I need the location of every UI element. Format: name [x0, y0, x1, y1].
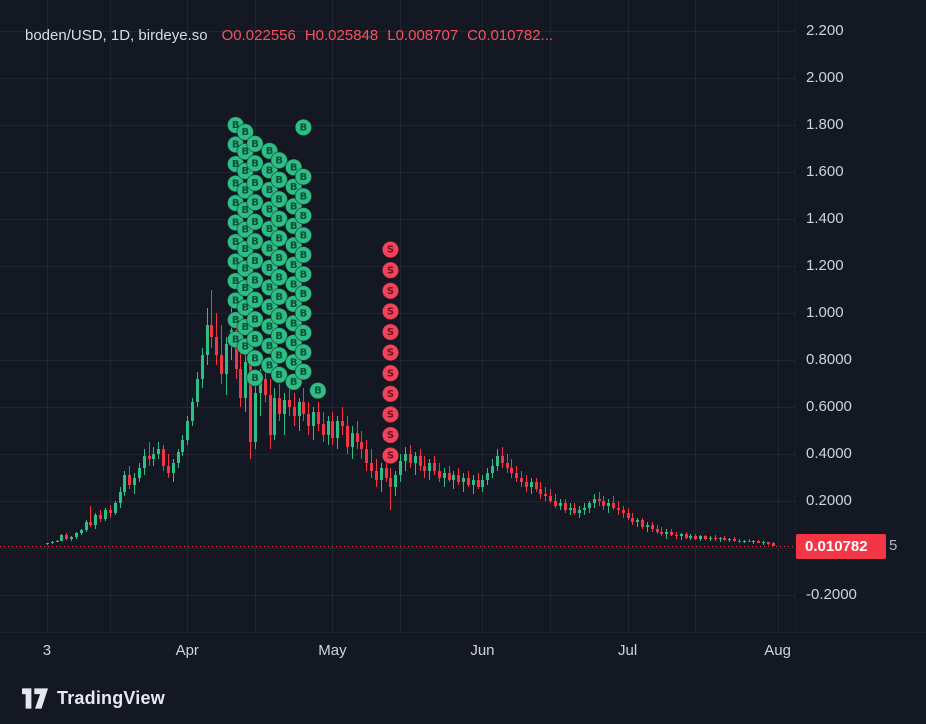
x-axis-tick-label: Jul: [617, 642, 638, 659]
time-axis[interactable]: 3 Apr May Jun Jul Aug: [0, 632, 926, 673]
tradingview-logo-icon[interactable]: [22, 687, 48, 709]
y-axis-tick-label: -0.2000: [806, 586, 857, 604]
current-price-label: 0.010782: [796, 533, 886, 559]
x-axis-tick-label: Jun: [470, 642, 495, 659]
y-axis-tick-label: 0.8000: [806, 351, 852, 369]
price-axis[interactable]: 0.010782 5 2.200 2.000 1.800 1.600 1.400 1.20…: [795, 0, 926, 632]
current-price-text: 0.010782: [805, 537, 868, 555]
ohlc-high-value: H0.025848: [304, 27, 379, 44]
y-axis-tick-label: 1.800: [806, 116, 844, 134]
y-axis-tick-label: 0.6000: [806, 398, 852, 416]
tradingview-brand-text[interactable]: TradingView: [57, 687, 165, 708]
x-axis-tick-label: 3: [42, 642, 52, 659]
y-axis-tick-label: 2.200: [806, 22, 844, 40]
y-axis-tick-label: 1.000: [806, 304, 844, 322]
ohlc-open-value: O0.022556: [221, 27, 296, 44]
y-axis-tick-label: 0.2000: [806, 492, 852, 510]
y-axis-tick-label: 1.200: [806, 257, 844, 275]
y-axis-tick-label: 0.4000: [806, 445, 852, 463]
footer: TradingView: [22, 672, 165, 724]
symbol-title[interactable]: boden/USD, 1D, birdeye.so: [25, 27, 208, 44]
y-axis-tick-label: 2.000: [806, 69, 844, 87]
price-axis-overflow-digit: 5: [889, 536, 898, 554]
candlestick-chart-canvas[interactable]: [0, 0, 795, 632]
x-axis-tick-label: Aug: [764, 642, 791, 659]
x-axis-tick-label: Apr: [175, 642, 199, 659]
x-axis-tick-label: May: [318, 642, 347, 659]
ohlc-close-value: C0.010782...: [467, 27, 554, 44]
chart-legend: boden/USD, 1D, birdeye.so O0.022556 H0.0…: [25, 27, 553, 45]
y-axis-tick-label: 1.400: [806, 210, 844, 228]
ohlc-low-value: L0.008707: [387, 27, 459, 44]
y-axis-tick-label: 1.600: [806, 163, 844, 181]
